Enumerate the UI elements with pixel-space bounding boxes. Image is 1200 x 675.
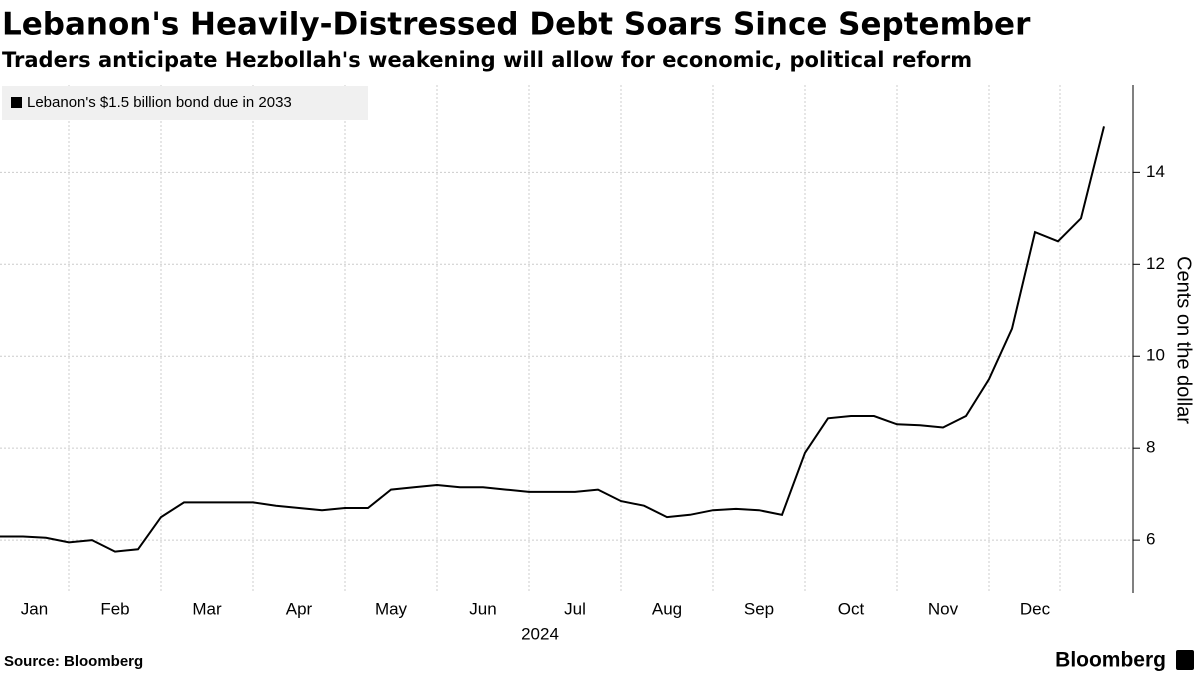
chart-subtitle: Traders anticipate Hezbollah's weakening… bbox=[2, 48, 972, 72]
y-tick-label: 14 bbox=[1146, 162, 1165, 181]
x-tick-label: Apr bbox=[286, 599, 313, 618]
x-tick-label: Oct bbox=[838, 599, 865, 618]
x-tick-label: Mar bbox=[192, 599, 222, 618]
line bbox=[0, 126, 1105, 553]
legend-swatch bbox=[11, 97, 22, 108]
y-tick-label: 10 bbox=[1146, 346, 1165, 365]
x-axis-label: 2024 bbox=[521, 624, 559, 643]
x-tick-label: Aug bbox=[652, 599, 682, 618]
y-tick-label: 12 bbox=[1146, 254, 1165, 273]
y-tick-label: 6 bbox=[1146, 530, 1155, 549]
x-tick-label: Sep bbox=[744, 599, 774, 618]
x-tick-label: May bbox=[375, 599, 408, 618]
source: Source: Bloomberg bbox=[4, 653, 143, 670]
x-tick-label: Jan bbox=[21, 599, 48, 618]
legend-box bbox=[2, 86, 368, 120]
chart-title: Lebanon's Heavily-Distressed Debt Soars … bbox=[2, 7, 1031, 43]
brand-icon bbox=[1176, 650, 1194, 670]
x-tick-label: Jun bbox=[469, 599, 496, 618]
brand: Bloomberg bbox=[1055, 649, 1166, 672]
x-tick-label: Jul bbox=[564, 599, 586, 618]
x-tick-label: Nov bbox=[928, 599, 959, 618]
x-tick-label: Feb bbox=[100, 599, 129, 618]
y-tick-label: 8 bbox=[1146, 438, 1155, 457]
y-axis-label: Cents on the dollar bbox=[1173, 256, 1195, 424]
legend-label: Lebanon's $1.5 billion bond due in 2033 bbox=[27, 94, 292, 111]
x-tick-label: Dec bbox=[1020, 599, 1051, 618]
